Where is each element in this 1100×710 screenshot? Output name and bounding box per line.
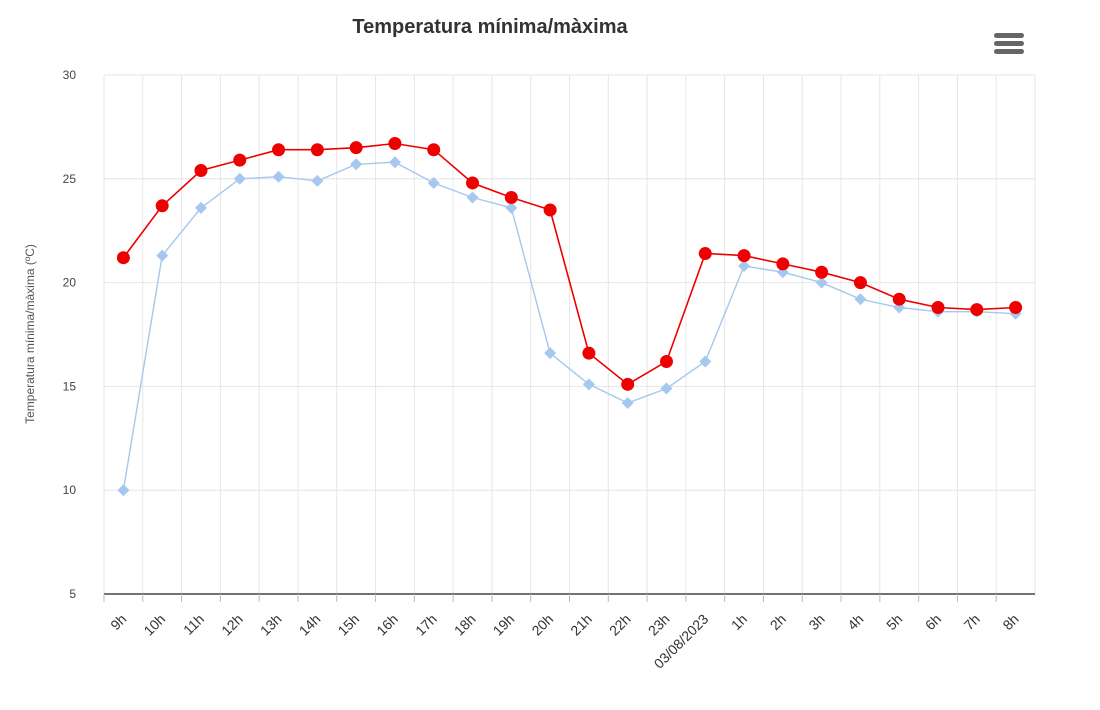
x-tick-label: 7h <box>961 611 983 633</box>
data-point-max[interactable] <box>233 153 247 167</box>
data-point-min[interactable] <box>621 397 634 410</box>
data-point-min[interactable] <box>156 249 169 262</box>
data-point-max[interactable] <box>970 303 984 317</box>
data-point-max[interactable] <box>659 354 673 368</box>
hamburger-menu-icon[interactable] <box>990 30 1026 64</box>
grid <box>103 74 1036 594</box>
series-line-max <box>122 142 1016 386</box>
data-point-min[interactable] <box>194 201 207 214</box>
y-tick-label: 25 <box>63 172 77 186</box>
x-tick-label: 10h <box>140 611 168 639</box>
data-point-min[interactable] <box>505 201 518 214</box>
data-point-max[interactable] <box>116 251 130 265</box>
x-tick-label: 13h <box>257 611 285 639</box>
data-point-max[interactable] <box>155 199 169 213</box>
data-point-min[interactable] <box>350 158 363 171</box>
x-tick-label: 22h <box>606 611 634 639</box>
data-point-min[interactable] <box>582 378 595 391</box>
x-tick-label: 11h <box>180 611 207 638</box>
x-tick-label: 8h <box>999 611 1021 633</box>
data-point-max[interactable] <box>349 141 363 155</box>
x-tick-label: 1h <box>728 611 750 633</box>
x-tick-label: 5h <box>883 611 905 633</box>
x-tick-label: 3h <box>805 611 827 633</box>
y-tick-label: 10 <box>63 483 77 497</box>
x-tick-label: 4h <box>844 611 866 633</box>
data-point-min[interactable] <box>699 355 712 368</box>
chart-title: Temperatura mínima/màxima <box>352 16 628 38</box>
data-point-min[interactable] <box>388 156 401 169</box>
y-tick-label: 30 <box>63 68 77 82</box>
x-tick-label: 9h <box>107 611 129 633</box>
data-point-max[interactable] <box>582 346 596 360</box>
data-point-max[interactable] <box>543 203 557 217</box>
data-point-max[interactable] <box>621 377 635 391</box>
x-tick-label: 17h <box>412 611 440 639</box>
data-point-min[interactable] <box>660 382 673 395</box>
series-layer <box>116 137 1023 497</box>
data-point-max[interactable] <box>853 276 867 290</box>
data-point-max[interactable] <box>388 137 402 151</box>
data-point-min[interactable] <box>854 293 867 306</box>
x-tick-label: 2h <box>767 611 789 633</box>
series-line-min <box>122 161 1016 491</box>
data-point-max[interactable] <box>310 143 324 157</box>
x-tick-label: 23h <box>645 611 673 639</box>
data-point-max[interactable] <box>815 265 829 279</box>
data-point-max[interactable] <box>892 292 906 306</box>
x-tick-label: 16h <box>373 611 401 639</box>
menu-bar-top <box>994 33 1024 38</box>
x-tick-label: 6h <box>922 611 944 633</box>
data-point-min[interactable] <box>427 176 440 189</box>
x-tick-label: 12h <box>218 611 246 639</box>
data-point-max[interactable] <box>466 176 480 190</box>
y-tick-label: 15 <box>63 379 77 393</box>
data-point-max[interactable] <box>698 247 712 261</box>
x-tick-label: 19h <box>490 611 518 639</box>
y-axis-label: Temperatura mínima/màxima (ºC) <box>23 244 37 424</box>
axes: 5 10 15 20 25 30 9h 10h 11h 12h 13h 14h 15h 16h 17h 18h… <box>63 68 1035 672</box>
x-tick-label: 15h <box>334 611 362 639</box>
data-point-max[interactable] <box>427 143 441 157</box>
data-point-min[interactable] <box>815 276 828 289</box>
data-point-max[interactable] <box>737 249 751 263</box>
data-point-max[interactable] <box>194 163 208 177</box>
data-point-max[interactable] <box>776 257 790 271</box>
x-tick-label: 21h <box>567 611 595 639</box>
data-point-min[interactable] <box>544 347 557 360</box>
data-point-min[interactable] <box>738 259 751 272</box>
data-point-min[interactable] <box>466 191 479 204</box>
x-tick-label: 18h <box>451 611 479 639</box>
x-tick-label: 14h <box>296 611 324 639</box>
data-point-min[interactable] <box>233 172 246 185</box>
x-tick-label: 20h <box>528 611 556 639</box>
menu-bar-middle <box>994 41 1024 46</box>
data-point-max[interactable] <box>504 190 518 204</box>
y-tick-label: 5 <box>69 587 76 601</box>
y-tick-label: 20 <box>63 276 77 290</box>
data-point-min[interactable] <box>117 484 130 497</box>
data-point-max[interactable] <box>931 301 945 315</box>
data-point-min[interactable] <box>272 170 285 183</box>
data-point-min[interactable] <box>311 174 324 187</box>
menu-bar-bottom <box>994 49 1024 54</box>
data-point-max[interactable] <box>272 143 286 157</box>
data-point-max[interactable] <box>1009 301 1023 315</box>
